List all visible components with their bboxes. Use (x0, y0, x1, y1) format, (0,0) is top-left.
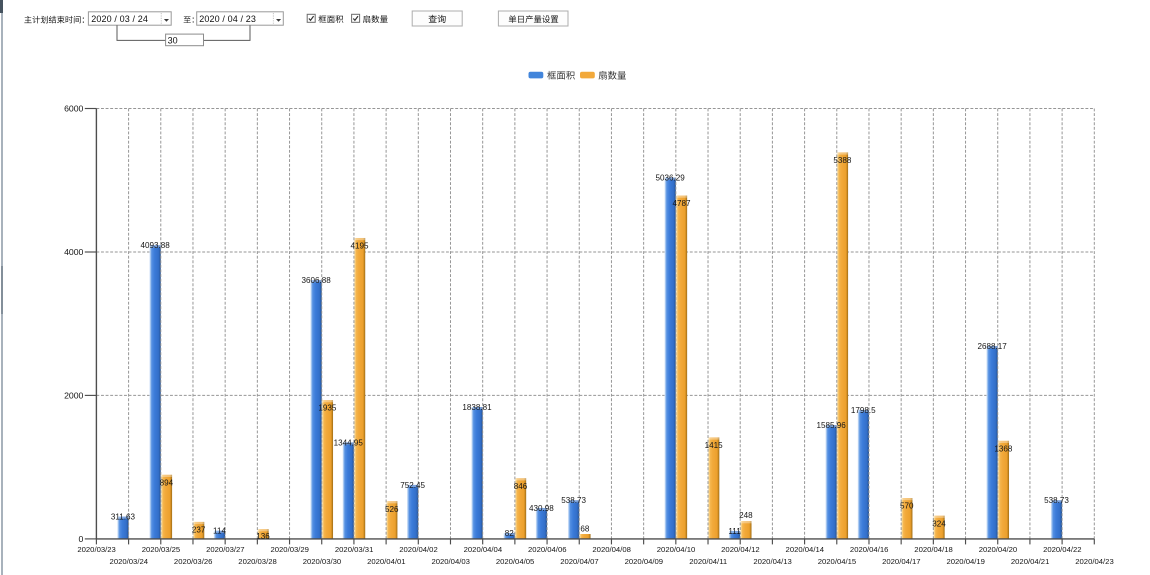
svg-text:5388: 5388 (833, 156, 852, 165)
svg-text:2000: 2000 (64, 391, 83, 401)
svg-text:2020/04/19: 2020/04/19 (946, 557, 984, 566)
svg-text:2020/04/14: 2020/04/14 (786, 545, 825, 554)
svg-text:2020/03/26: 2020/03/26 (174, 557, 212, 566)
svg-text:2020/04/10: 2020/04/10 (657, 545, 695, 554)
svg-text:752.45: 752.45 (400, 481, 425, 490)
svg-text:2020/04/12: 2020/04/12 (721, 545, 759, 554)
svg-text:237: 237 (192, 526, 206, 535)
svg-text:1344.95: 1344.95 (334, 438, 364, 447)
svg-text:2688.17: 2688.17 (977, 342, 1007, 351)
svg-text:2020/03/23: 2020/03/23 (77, 545, 115, 554)
svg-text:30: 30 (168, 36, 178, 46)
svg-text:1798.5: 1798.5 (851, 406, 876, 415)
svg-text:5036.29: 5036.29 (656, 174, 686, 183)
svg-text:526: 526 (385, 505, 399, 514)
svg-text:4000: 4000 (64, 247, 83, 257)
svg-text:894: 894 (160, 478, 174, 487)
svg-text:2020/04/01: 2020/04/01 (367, 557, 405, 566)
svg-text:114: 114 (213, 527, 226, 536)
svg-text:2020/04/07: 2020/04/07 (560, 557, 598, 566)
svg-text:538.73: 538.73 (561, 496, 586, 505)
svg-text:6000: 6000 (64, 104, 83, 114)
svg-text:4195: 4195 (351, 242, 370, 251)
svg-text:2020/04/08: 2020/04/08 (592, 545, 630, 554)
svg-text:4787: 4787 (672, 199, 691, 208)
svg-text:2020/04/09: 2020/04/09 (625, 557, 663, 566)
svg-text:2020/03/30: 2020/03/30 (303, 557, 341, 566)
svg-text:1585.96: 1585.96 (816, 421, 846, 430)
svg-text:324: 324 (932, 519, 946, 528)
svg-text:2020/03/24: 2020/03/24 (110, 557, 149, 566)
svg-text:2020/03/31: 2020/03/31 (335, 545, 373, 554)
svg-text:846: 846 (514, 482, 528, 491)
svg-text:111: 111 (728, 527, 741, 536)
svg-text:1838.81: 1838.81 (462, 403, 492, 412)
svg-text:2020/04/16: 2020/04/16 (850, 545, 888, 554)
svg-text:2020/04/20: 2020/04/20 (979, 545, 1017, 554)
svg-text:2020/04/13: 2020/04/13 (753, 557, 791, 566)
svg-text:68: 68 (580, 524, 590, 533)
svg-text:136: 136 (256, 532, 270, 541)
svg-text:311.63: 311.63 (111, 512, 136, 521)
svg-text:82: 82 (505, 529, 515, 538)
svg-text:2020/04/06: 2020/04/06 (528, 545, 566, 554)
svg-text:2020/04/23: 2020/04/23 (1075, 557, 1113, 566)
svg-text:2020/03/29: 2020/03/29 (270, 545, 308, 554)
svg-text:2020/04/05: 2020/04/05 (496, 557, 534, 566)
svg-text:0: 0 (79, 534, 84, 544)
svg-text:2020 / 04 / 23: 2020 / 04 / 23 (199, 14, 256, 24)
svg-text:248: 248 (739, 511, 753, 520)
svg-text:2020 / 03 / 24: 2020 / 03 / 24 (91, 14, 148, 24)
svg-text:1368: 1368 (994, 444, 1013, 453)
svg-text:570: 570 (900, 502, 914, 511)
svg-text:2020/03/25: 2020/03/25 (142, 545, 180, 554)
svg-text:2020/04/17: 2020/04/17 (882, 557, 920, 566)
svg-text:1415: 1415 (705, 441, 724, 450)
svg-text:1935: 1935 (318, 404, 337, 413)
svg-text:538.73: 538.73 (1044, 496, 1069, 505)
svg-text:2020/03/27: 2020/03/27 (206, 545, 244, 554)
svg-text:2020/04/22: 2020/04/22 (1043, 545, 1081, 554)
svg-text:3606.88: 3606.88 (301, 276, 331, 285)
svg-text:2020/04/03: 2020/04/03 (431, 557, 469, 566)
svg-text:430.98: 430.98 (529, 504, 554, 513)
svg-text:2020/04/02: 2020/04/02 (399, 545, 437, 554)
svg-text:2020/04/15: 2020/04/15 (818, 557, 856, 566)
svg-text:2020/04/11: 2020/04/11 (689, 557, 727, 566)
svg-text:2020/04/18: 2020/04/18 (914, 545, 952, 554)
svg-text:4093.88: 4093.88 (140, 241, 170, 250)
svg-text:2020/04/21: 2020/04/21 (1011, 557, 1049, 566)
svg-text:2020/04/04: 2020/04/04 (464, 545, 503, 554)
svg-text:2020/03/28: 2020/03/28 (238, 557, 276, 566)
